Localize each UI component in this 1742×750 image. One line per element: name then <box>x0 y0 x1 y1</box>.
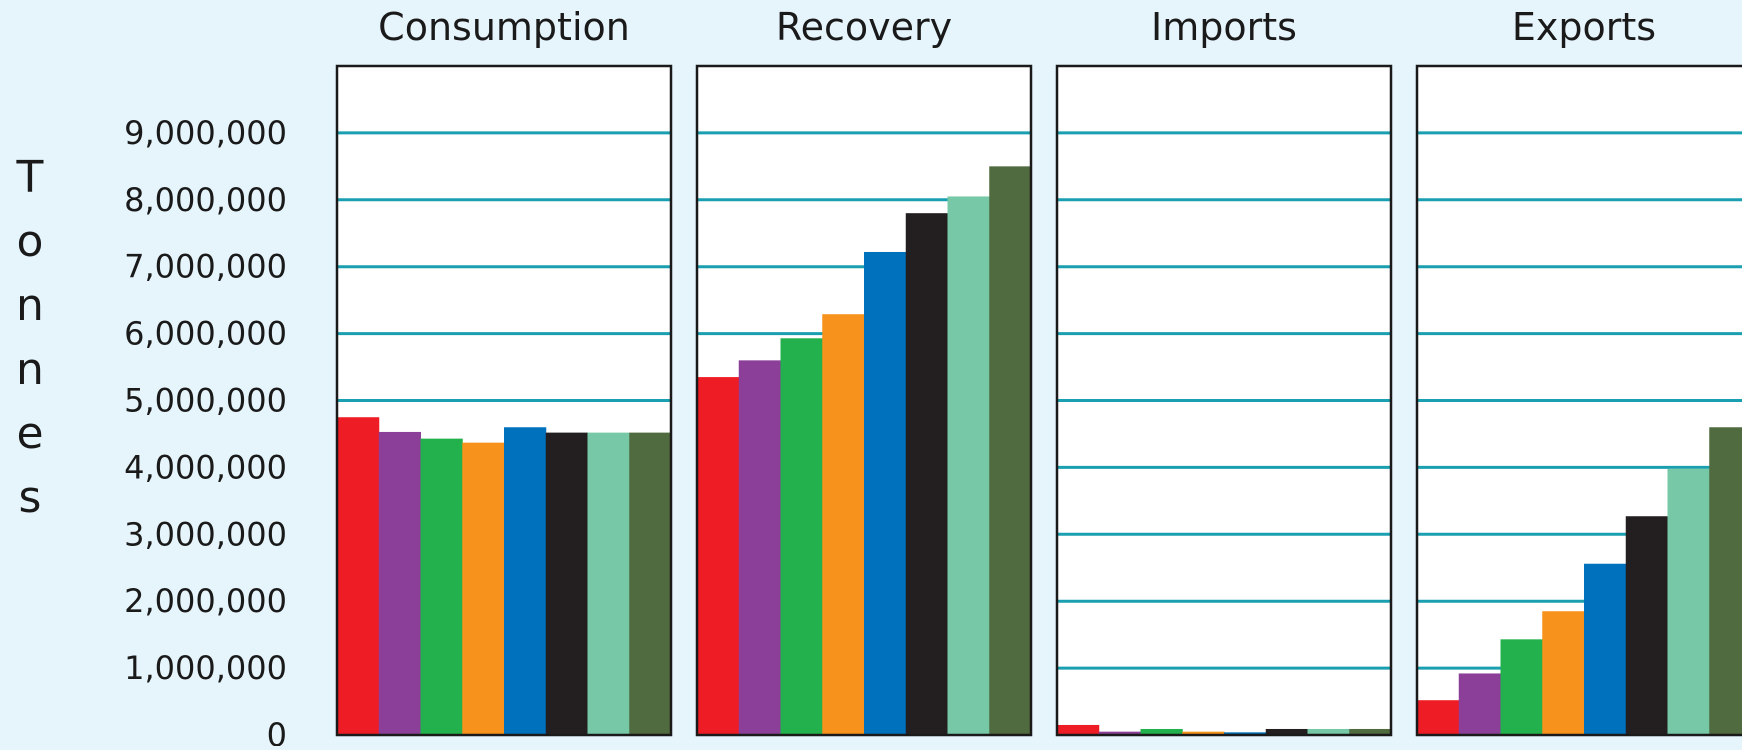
panel-title: Imports <box>1151 5 1297 49</box>
bar <box>337 417 380 735</box>
bar <box>1224 732 1267 735</box>
bar <box>822 314 865 735</box>
bar <box>905 213 948 735</box>
panel-border <box>1055 64 1393 737</box>
panel-title: Consumption <box>378 5 630 49</box>
bar <box>420 438 463 735</box>
y-tick-label: 5,000,000 <box>124 382 287 420</box>
bar <box>1349 728 1392 735</box>
y-tick-label: 0 <box>267 716 287 746</box>
panel-border <box>335 64 673 737</box>
y-tick-label: 6,000,000 <box>124 315 287 353</box>
bar <box>1098 731 1141 735</box>
bar <box>1500 639 1543 735</box>
y-tick-label: 9,000,000 <box>124 114 287 152</box>
panel-title: Recovery <box>776 5 952 49</box>
bar <box>1625 516 1668 735</box>
bar <box>1182 731 1225 735</box>
bar <box>780 338 823 735</box>
bar <box>1140 728 1183 735</box>
panel-border <box>695 64 1033 737</box>
bar <box>1417 700 1460 735</box>
bar <box>1307 728 1350 735</box>
bar <box>1542 611 1585 735</box>
y-tick-label: 3,000,000 <box>124 515 287 553</box>
bar <box>1709 427 1742 735</box>
y-tick-label: 7,000,000 <box>124 248 287 286</box>
y-tick-label: 1,000,000 <box>124 649 287 687</box>
bar <box>587 432 630 735</box>
bar <box>504 427 547 735</box>
bar <box>378 431 421 735</box>
bar <box>1265 728 1308 735</box>
panel-title: Exports <box>1512 5 1656 49</box>
bar <box>697 377 740 735</box>
bar <box>629 432 672 735</box>
bar <box>462 442 505 735</box>
bar <box>989 166 1032 736</box>
bar <box>1057 724 1100 735</box>
bar <box>545 432 588 735</box>
y-tick-label: 4,000,000 <box>124 448 287 486</box>
bar <box>864 251 907 735</box>
y-tick-label: 2,000,000 <box>124 582 287 620</box>
bar <box>1667 468 1710 735</box>
bar <box>947 196 990 735</box>
y-tick-label: 8,000,000 <box>124 181 287 219</box>
bar <box>1458 673 1501 735</box>
panel-border <box>1415 64 1742 737</box>
bar <box>738 360 781 735</box>
bar <box>1584 563 1627 735</box>
